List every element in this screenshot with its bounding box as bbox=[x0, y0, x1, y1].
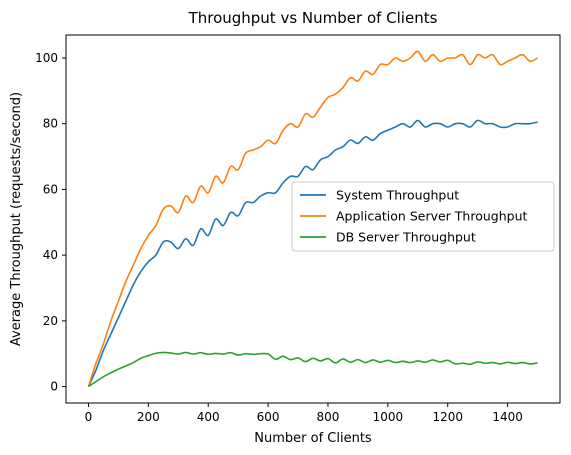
y-tick-label: 20 bbox=[43, 314, 58, 328]
plot-frame bbox=[65, 34, 561, 404]
x-tick-label: 1200 bbox=[432, 410, 463, 424]
x-tick-label: 1400 bbox=[492, 410, 523, 424]
y-axis-label: Average Throughput (requests/second) bbox=[9, 92, 24, 346]
x-tick-label: 400 bbox=[197, 410, 220, 424]
y-tick-label: 40 bbox=[43, 248, 58, 262]
legend-box bbox=[291, 181, 555, 252]
x-tick-label: 600 bbox=[257, 410, 280, 424]
series-line-0 bbox=[87, 119, 538, 387]
legend-label-1: Application Server Throughput bbox=[336, 209, 527, 224]
y-tick-label: 60 bbox=[43, 182, 58, 196]
chart-title: Throughput vs Number of Clients bbox=[188, 9, 438, 27]
y-tick-label: 0 bbox=[50, 380, 58, 394]
x-axis: 0 200 400 600 800 1000 1200 1400 bbox=[85, 403, 523, 424]
y-tick-label: 100 bbox=[35, 51, 58, 65]
x-tick-label: 200 bbox=[137, 410, 160, 424]
x-axis-label: Number of Clients bbox=[254, 431, 372, 446]
x-tick-label: 1000 bbox=[373, 410, 404, 424]
x-tick-label: 800 bbox=[317, 410, 340, 424]
series-layer bbox=[87, 50, 538, 388]
legend-label-2: DB Server Throughput bbox=[336, 230, 476, 245]
y-tick-label: 80 bbox=[43, 117, 58, 131]
series-line-1 bbox=[87, 50, 538, 387]
series-line-2 bbox=[88, 351, 538, 388]
legend: System Throughput Application Server Thro… bbox=[291, 181, 555, 252]
x-tick-label: 0 bbox=[85, 410, 93, 424]
legend-label-0: System Throughput bbox=[336, 188, 459, 203]
y-axis: 0 20 40 60 80 100 bbox=[35, 51, 66, 394]
